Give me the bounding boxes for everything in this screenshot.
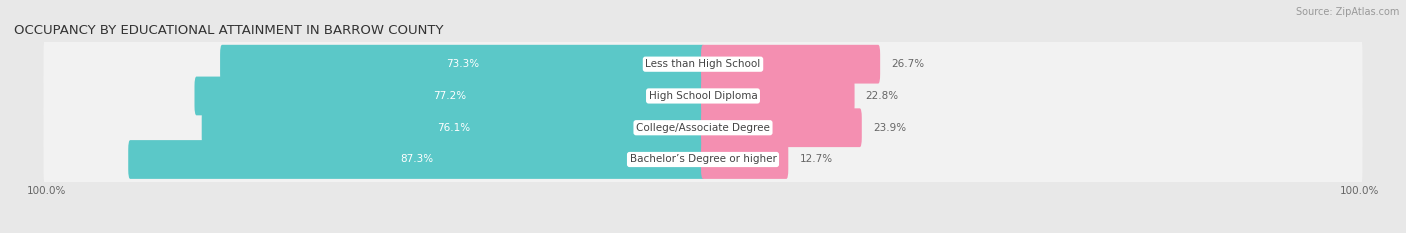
Text: 77.2%: 77.2%	[433, 91, 467, 101]
FancyBboxPatch shape	[201, 108, 704, 147]
Text: Source: ZipAtlas.com: Source: ZipAtlas.com	[1295, 7, 1399, 17]
Text: 26.7%: 26.7%	[891, 59, 924, 69]
Text: 12.7%: 12.7%	[800, 154, 832, 164]
FancyBboxPatch shape	[194, 77, 704, 115]
Text: 22.8%: 22.8%	[866, 91, 898, 101]
FancyBboxPatch shape	[128, 140, 704, 179]
Text: Less than High School: Less than High School	[645, 59, 761, 69]
FancyBboxPatch shape	[44, 99, 1362, 157]
Text: 73.3%: 73.3%	[446, 59, 479, 69]
FancyBboxPatch shape	[221, 45, 704, 84]
FancyBboxPatch shape	[44, 67, 1362, 125]
FancyBboxPatch shape	[702, 77, 855, 115]
Text: 76.1%: 76.1%	[437, 123, 470, 133]
FancyBboxPatch shape	[702, 108, 862, 147]
FancyBboxPatch shape	[702, 45, 880, 84]
FancyBboxPatch shape	[702, 140, 789, 179]
Text: OCCUPANCY BY EDUCATIONAL ATTAINMENT IN BARROW COUNTY: OCCUPANCY BY EDUCATIONAL ATTAINMENT IN B…	[14, 24, 443, 37]
FancyBboxPatch shape	[44, 35, 1362, 93]
Text: Bachelor’s Degree or higher: Bachelor’s Degree or higher	[630, 154, 776, 164]
Text: College/Associate Degree: College/Associate Degree	[636, 123, 770, 133]
Text: 23.9%: 23.9%	[873, 123, 905, 133]
Text: High School Diploma: High School Diploma	[648, 91, 758, 101]
FancyBboxPatch shape	[44, 130, 1362, 188]
Text: 87.3%: 87.3%	[401, 154, 433, 164]
